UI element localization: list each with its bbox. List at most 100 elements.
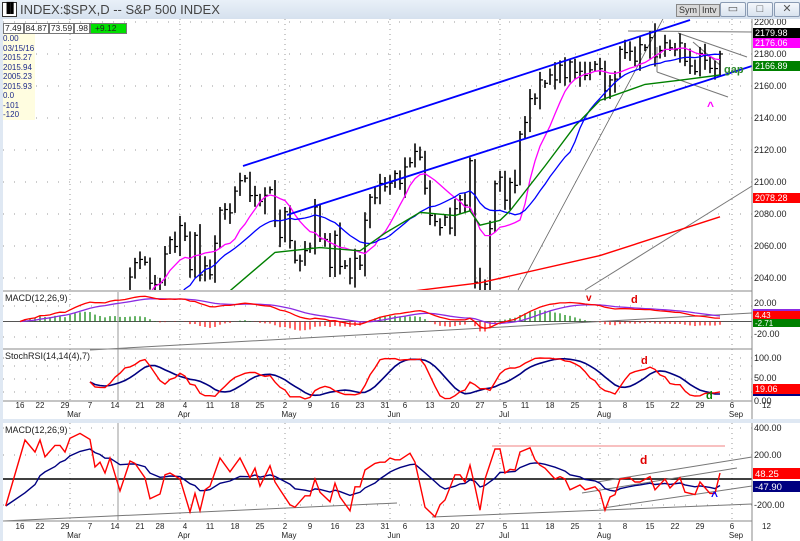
date-tick-label: 28 <box>156 401 165 410</box>
date-tick-label: 29 <box>696 401 705 410</box>
date-tick-label: 13 <box>426 401 435 410</box>
price-bar <box>514 169 518 194</box>
price-bar <box>399 170 403 190</box>
price-bar <box>569 58 573 83</box>
macd2-trendline <box>602 485 753 509</box>
legend-item: -101 <box>3 100 20 110</box>
legend-item: 2015.27 <box>3 53 32 62</box>
date-tick-label: 21 <box>136 522 145 531</box>
price-panel <box>129 23 723 290</box>
price-bar <box>469 157 473 212</box>
date-tick-label: 15 <box>646 522 655 531</box>
date-tick-label: 6 <box>403 401 408 410</box>
date-tick-label: 20 <box>451 401 460 410</box>
macd2-bottom-annotation: ^ <box>711 489 718 503</box>
date-tick-label: 22 <box>671 401 680 410</box>
maximize-button[interactable]: □ <box>747 2 773 17</box>
date-tick-label: 1 <box>598 401 603 410</box>
price-bar <box>564 57 568 86</box>
channel-upper-line <box>242 19 691 167</box>
price-bar <box>209 259 213 280</box>
price-bar <box>539 71 543 110</box>
price-bar <box>719 50 723 77</box>
chart-canvas[interactable]: 2200.002180.002160.002140.002120.002100.… <box>0 19 800 541</box>
price-bar <box>344 260 348 270</box>
indicator-tick-label: 20.00 <box>754 298 777 308</box>
month-label: Apr <box>178 410 191 419</box>
date-tick-label: 27 <box>476 401 485 410</box>
month-label: Sep <box>729 531 744 540</box>
price-bar <box>464 193 468 214</box>
price-tick-label: 2100.00 <box>754 177 787 187</box>
date-tick-label: 4 <box>183 522 188 531</box>
date-tick-label: 16 <box>331 522 340 531</box>
date-tick-label: 18 <box>231 522 240 531</box>
price-bar <box>504 170 508 210</box>
price-tick-label: 2080.00 <box>754 209 787 219</box>
date-tick-label: 11 <box>206 401 215 410</box>
month-label: Aug <box>597 531 611 540</box>
legend-item: 0.00 <box>3 34 19 43</box>
price-bar <box>204 256 208 282</box>
date-tick-label: 6 <box>730 522 735 531</box>
price-bar <box>664 34 668 57</box>
channel-lower-line <box>286 65 753 216</box>
month-label: Jun <box>388 531 401 540</box>
interval-button[interactable]: Intv <box>699 4 720 17</box>
ma-mid-line <box>229 74 721 290</box>
price-bar <box>199 224 203 282</box>
month-label: Mar <box>67 410 81 419</box>
price-bar <box>229 203 233 224</box>
stoch-divergence-annotation: d <box>641 355 648 367</box>
indicator-tick-label: 0.00 <box>754 396 772 406</box>
price-bar <box>414 143 418 168</box>
month-label: May <box>281 531 296 540</box>
date-tick-label: 25 <box>571 522 580 531</box>
stochrsi-k-line <box>89 357 721 400</box>
indicator-tick-label: 400.00 <box>754 423 782 433</box>
price-bar <box>689 48 693 74</box>
price-bar <box>499 170 503 192</box>
symbol-button[interactable]: Sym <box>676 4 700 17</box>
horizontal-resistance <box>627 30 753 33</box>
macd-trendline <box>89 312 753 351</box>
date-tick-label: 16 <box>16 522 25 531</box>
price-bar <box>364 212 368 277</box>
upper-chart-bg <box>3 19 800 419</box>
date-tick-label: 31 <box>381 401 390 410</box>
price-bar <box>534 93 538 106</box>
legend-value: .98 <box>74 23 90 34</box>
price-bar <box>349 257 353 285</box>
stoch-value-label: 19.06 <box>755 384 778 394</box>
price-bar <box>599 57 603 76</box>
date-tick-label: 28 <box>156 522 165 531</box>
price-bar <box>714 60 718 80</box>
price-bar <box>434 213 438 227</box>
price-bar <box>694 59 698 75</box>
price-bar <box>424 150 428 195</box>
stochrsi-d-line <box>89 358 721 397</box>
macd-divergence-annotation: d <box>631 294 638 306</box>
price-tick-label: 2200.00 <box>754 19 787 27</box>
macd2-panel <box>5 432 721 519</box>
date-tick-label: 18 <box>546 522 555 531</box>
date-tick-label: 22 <box>671 522 680 531</box>
minimize-button[interactable]: ▭ <box>720 2 746 17</box>
macd-line <box>19 295 720 330</box>
month-label: Jul <box>499 410 509 419</box>
price-tick-label: 2140.00 <box>754 113 787 123</box>
date-tick-label: 5 <box>503 401 508 410</box>
window-title: INDEX:$SPX,D -- S&P 500 INDEX <box>20 2 220 17</box>
stoch-green-annotation: d <box>706 390 713 402</box>
price-bar <box>574 58 578 79</box>
app-chart-icon: ▐▌ <box>2 2 17 17</box>
legend-item: 2015.93 <box>3 81 32 91</box>
date-tick-label: 9 <box>308 522 313 531</box>
price-bar <box>454 199 458 237</box>
price-bar <box>579 61 583 87</box>
price-bar <box>704 43 708 70</box>
close-button[interactable]: ✕ <box>774 2 800 17</box>
price-bar <box>649 31 653 59</box>
indicator-tick-label: -200.00 <box>754 500 785 510</box>
date-tick-label: 8 <box>623 522 628 531</box>
